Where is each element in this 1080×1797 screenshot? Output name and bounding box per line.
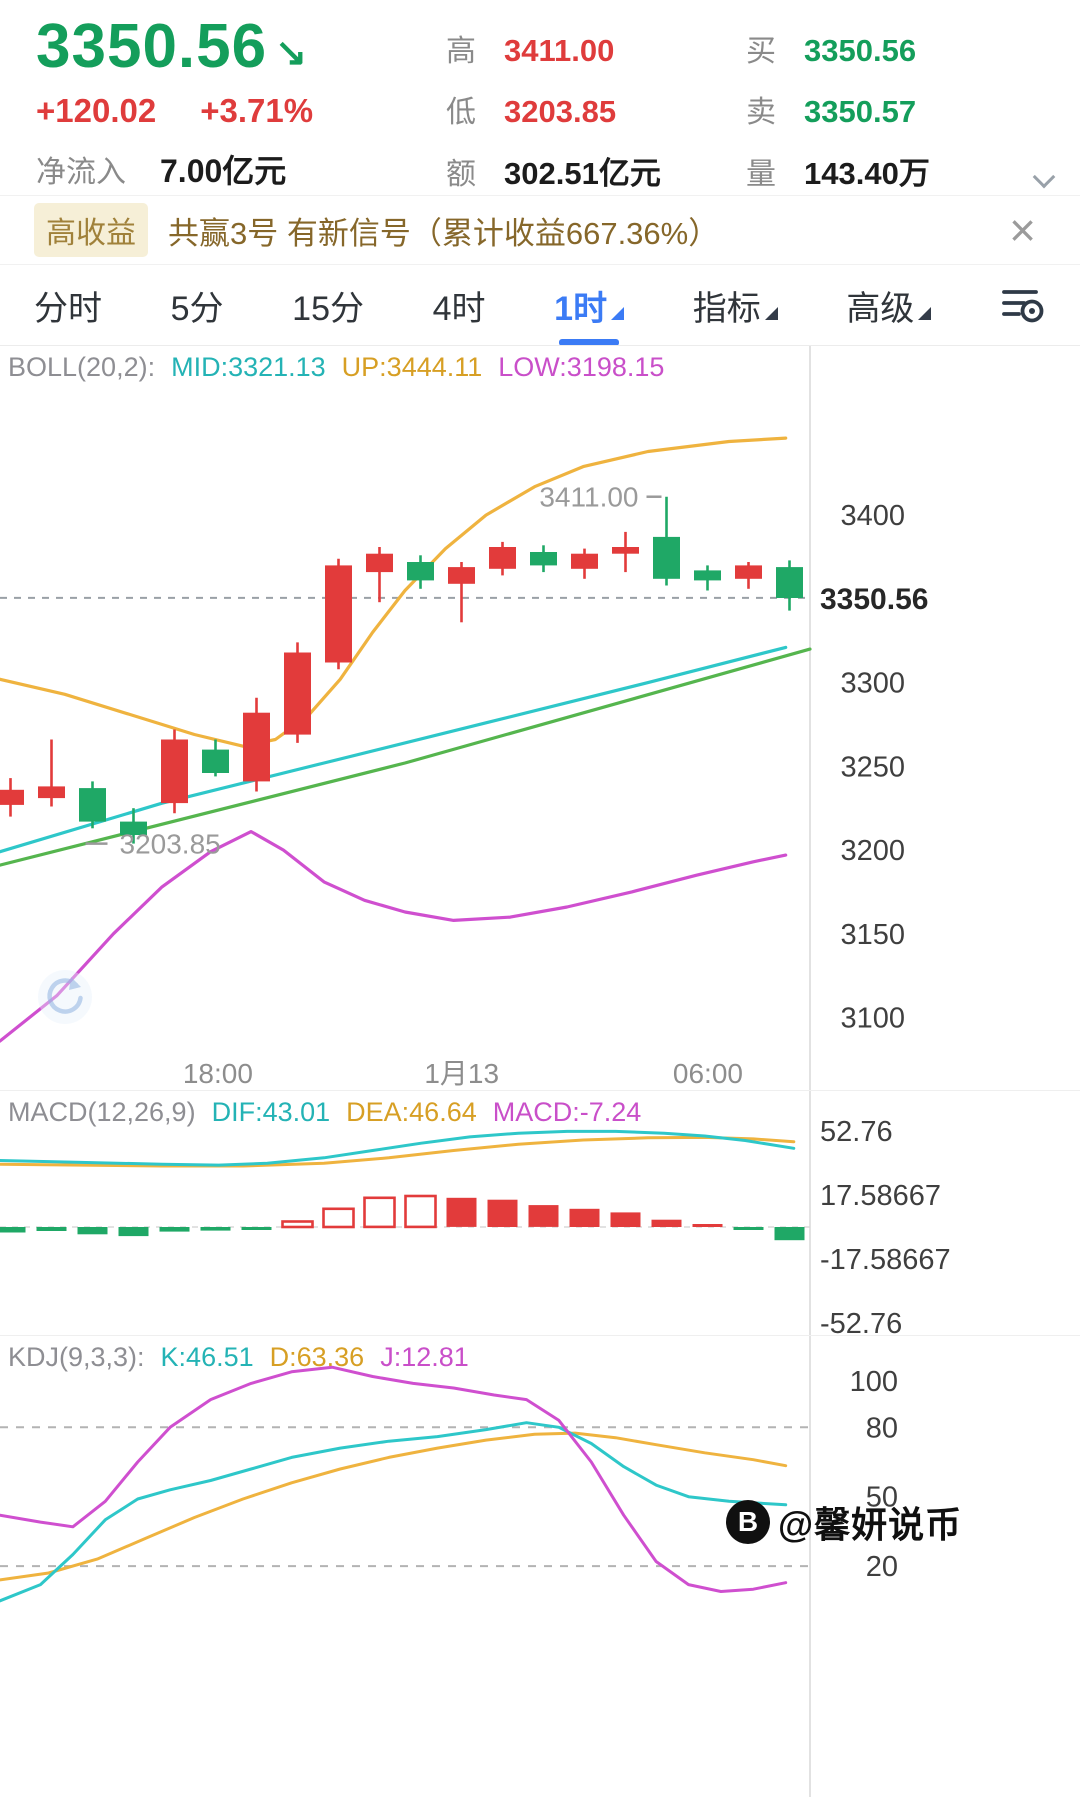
last-price: 3350.56 [36, 12, 268, 81]
stat-amount: 额 302.51亿元 [446, 148, 746, 193]
tab-4hour[interactable]: 4时 [432, 289, 486, 328]
down-tick-arrow-icon: ↘ [275, 32, 307, 74]
svg-text:80: 80 [866, 1412, 898, 1444]
stat-value: 3350.57 [804, 94, 917, 129]
boll-name: BOLL(20,2): [8, 352, 156, 382]
svg-text:20: 20 [866, 1551, 898, 1583]
boll-low-value: LOW:3198.15 [498, 352, 665, 382]
dif-value: DIF:43.01 [211, 1097, 331, 1127]
high-yield-badge: 高收益 [34, 203, 148, 257]
svg-text:50: 50 [866, 1482, 898, 1514]
net-inflow-label: 净流入 [36, 156, 126, 189]
svg-text:100: 100 [850, 1366, 898, 1398]
stat-label: 买 [746, 35, 776, 68]
d-value: D:63.36 [269, 1342, 365, 1372]
signal-text: 共赢3号 有新信号（累计收益667.36%） [168, 215, 720, 251]
price-change: +120.02 [36, 92, 157, 129]
boll-mid-value: MID:3321.13 [171, 352, 326, 382]
main-chart-section: BOLL(20,2): MID:3321.13 UP:3444.11 LOW:3… [0, 345, 1080, 1091]
svg-text:18:00: 18:00 [183, 1058, 253, 1089]
svg-text:3100: 3100 [840, 1003, 905, 1035]
j-value: J:12.81 [380, 1342, 469, 1372]
tab-1hour[interactable]: 1时 [550, 265, 628, 346]
stat-value: 302.51亿元 [504, 156, 661, 191]
price-change-percent: +3.71% [200, 92, 314, 129]
kdj-name: KDJ(9,3,3): [8, 1342, 145, 1372]
stat-value: 3411.00 [504, 33, 615, 68]
stat-volume: 量 143.40万 [746, 148, 1046, 193]
stat-value: 143.40万 [804, 156, 930, 191]
svg-text:-52.76: -52.76 [820, 1308, 902, 1336]
stat-label: 额 [446, 158, 476, 191]
svg-text:3150: 3150 [840, 919, 905, 951]
kdj-label-row: KDJ(9,3,3): K:46.51 D:63.36 J:12.81 [8, 1342, 469, 1373]
stat-low: 低 3203.85 [446, 87, 746, 131]
interval-tab-bar: 分时 5分 15分 4时 1时 指标 高级 [0, 265, 1080, 345]
signal-banner[interactable]: 高收益 共赢3号 有新信号（累计收益667.36%） × [0, 195, 1080, 265]
stat-high: 高 3411.00 [446, 26, 746, 70]
kdj-section: KDJ(9,3,3): K:46.51 D:63.36 J:12.81 100 8… [0, 1335, 1080, 1797]
svg-text:3411.00: 3411.00 [539, 482, 638, 513]
svg-text:52.76: 52.76 [820, 1116, 893, 1148]
svg-text:3250: 3250 [840, 751, 905, 783]
stats-column-right: 买 3350.56 卖 3350.57 量 143.40万 [746, 16, 1046, 195]
macd-name: MACD(12,26,9) [8, 1097, 196, 1127]
rotate-chart-icon[interactable] [36, 968, 94, 1031]
macd-chart-svg[interactable]: 52.76 17.58667 -17.58667 -52.76 [0, 1091, 1080, 1336]
stat-label: 低 [446, 96, 476, 129]
tab-indicators[interactable]: 指标 [689, 265, 782, 346]
svg-text:3350.56: 3350.56 [820, 583, 928, 616]
macd-value: MACD:-7.24 [492, 1097, 642, 1127]
close-icon[interactable]: × [1009, 204, 1036, 256]
stat-label: 高 [446, 35, 476, 68]
macd-label-row: MACD(12,26,9) DIF:43.01 DEA:46.64 MACD:-… [8, 1097, 641, 1128]
kdj-chart-svg[interactable]: 100 80 50 20 [0, 1336, 1080, 1797]
dea-value: DEA:46.64 [346, 1097, 477, 1127]
price-column: 3350.56 ↘ +120.02 +3.71% 净流入 7.00亿元 [36, 16, 446, 195]
net-inflow-value: 7.00亿元 [160, 153, 287, 189]
stat-value: 3350.56 [804, 33, 917, 68]
indicator-settings-icon[interactable] [996, 268, 1050, 342]
tab-15min[interactable]: 15分 [292, 289, 364, 328]
stat-value: 3203.85 [504, 94, 617, 129]
stats-column-left: 高 3411.00 低 3203.85 额 302.51亿元 [446, 16, 746, 195]
svg-text:06:00: 06:00 [673, 1058, 743, 1089]
svg-text:3203.85: 3203.85 [120, 829, 221, 860]
caret-icon [918, 306, 932, 320]
watermark-text: @馨妍说币 [778, 1504, 963, 1545]
caret-icon [611, 306, 625, 320]
stat-label: 卖 [746, 96, 776, 129]
svg-text:3300: 3300 [840, 668, 905, 700]
stat-bid: 买 3350.56 [746, 26, 1046, 70]
svg-text:3400: 3400 [840, 500, 905, 532]
watermark: B @馨妍说币 [726, 1496, 962, 1548]
macd-section: MACD(12,26,9) DIF:43.01 DEA:46.64 MACD:-… [0, 1090, 1080, 1336]
main-chart-svg[interactable]: 3411.00 3203.85 3400 3300 3250 3200 3150 3100 33… [0, 346, 1080, 1091]
svg-text:-17.58667: -17.58667 [820, 1244, 951, 1276]
stat-label: 量 [746, 158, 776, 191]
svg-text:3200: 3200 [840, 835, 905, 867]
boll-label-row: BOLL(20,2): MID:3321.13 UP:3444.11 LOW:3… [8, 352, 664, 383]
tab-advanced[interactable]: 高级 [842, 265, 935, 346]
k-value: K:46.51 [160, 1342, 254, 1372]
boll-up-value: UP:3444.11 [341, 352, 483, 382]
svg-text:1月13: 1月13 [424, 1058, 499, 1089]
caret-icon [764, 306, 778, 320]
quote-header: 3350.56 ↘ +120.02 +3.71% 净流入 7.00亿元 高 34… [0, 0, 1080, 195]
tab-5min[interactable]: 5分 [170, 289, 224, 328]
stat-ask: 卖 3350.57 [746, 87, 1046, 131]
svg-text:17.58667: 17.58667 [820, 1180, 941, 1212]
tab-timeshare[interactable]: 分时 [34, 289, 102, 328]
bitcoin-logo-icon: B [726, 1500, 770, 1544]
